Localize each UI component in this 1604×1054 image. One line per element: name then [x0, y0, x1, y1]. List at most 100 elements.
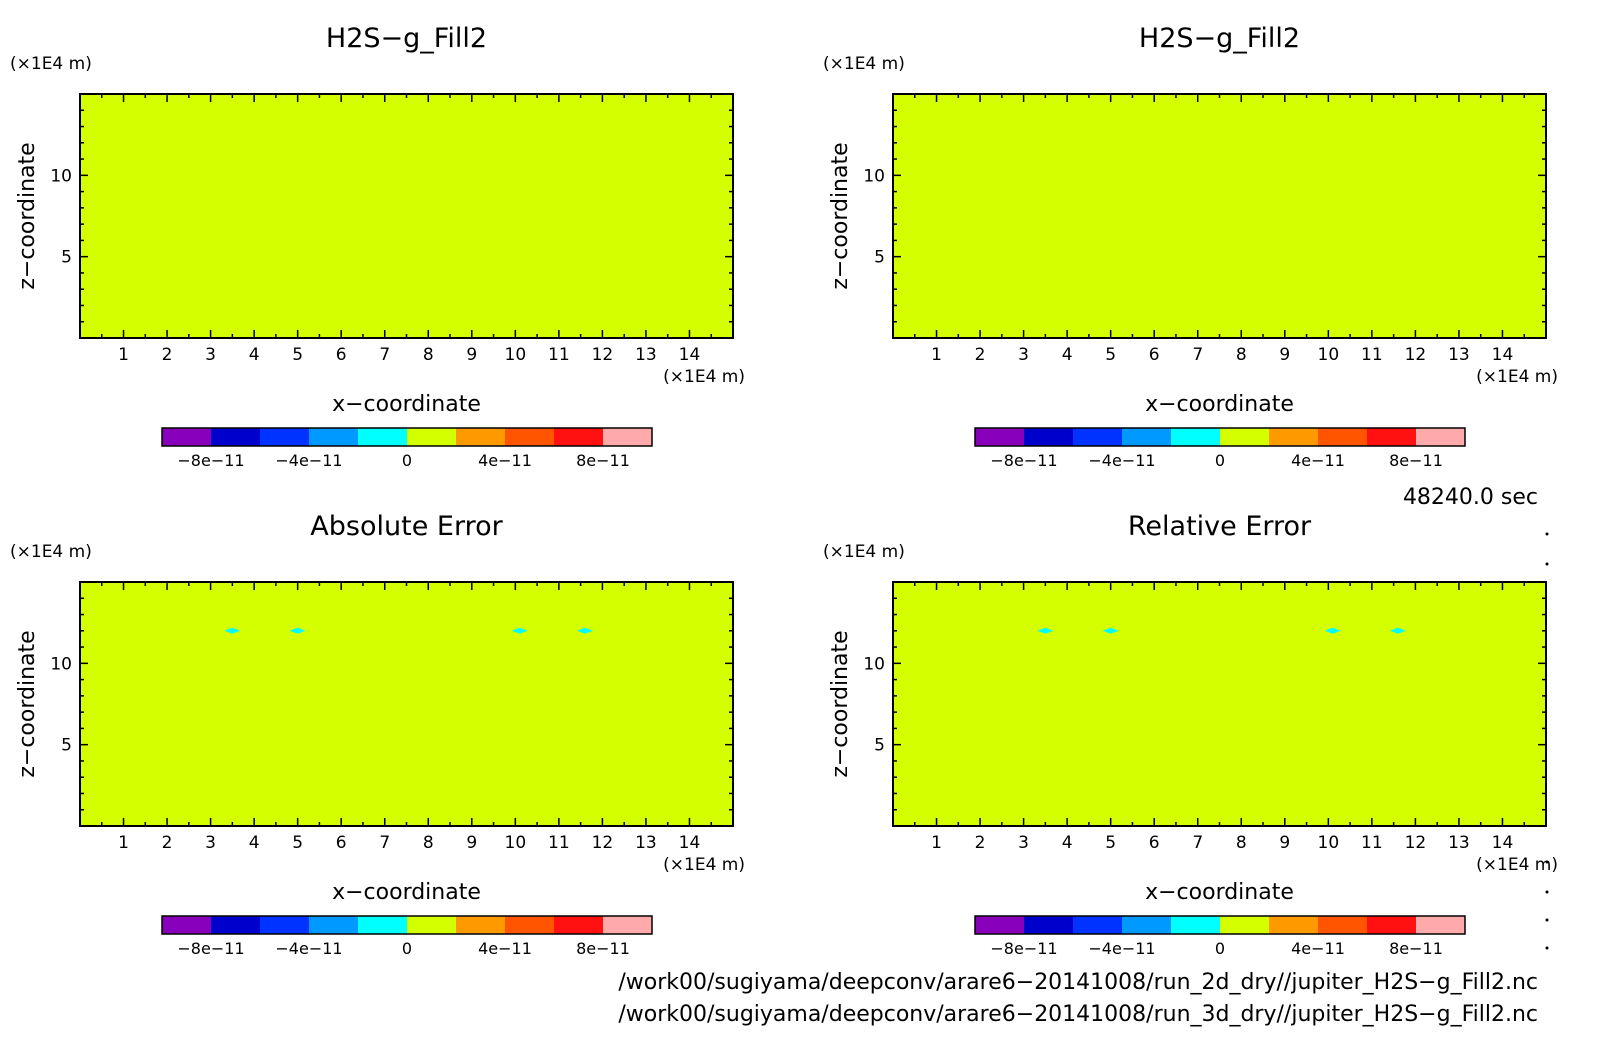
colorbar-segment	[456, 428, 505, 446]
colorbar-label: 4e−11	[1291, 451, 1345, 470]
panel-title: H2S−g_Fill2	[1139, 23, 1300, 54]
colorbar-label: −8e−11	[177, 451, 244, 470]
colorbar-frame	[161, 915, 653, 935]
colorbar-label: −4e−11	[1088, 939, 1155, 958]
y-axis-title: z−coordinate	[15, 142, 40, 289]
colorbar-segment	[603, 428, 652, 446]
colorbar-segment	[975, 916, 1024, 934]
x-tick-label: 11	[1361, 345, 1383, 365]
x-tick-label: 12	[1405, 833, 1427, 853]
x-tick-label: 1	[118, 345, 129, 365]
x-tick-label: 5	[292, 345, 303, 365]
y-axis: 5 10	[863, 581, 1546, 827]
x-unit-label: (×1E4 m)	[1476, 855, 1558, 875]
file-path-2: /work00/sugiyama/deepconv/arare6−2014100…	[618, 1002, 1538, 1027]
colorbar-segment	[1024, 916, 1073, 934]
colorbar-segment	[1318, 916, 1367, 934]
colorbar-label: −8e−11	[177, 939, 244, 958]
anomaly-spot	[224, 627, 241, 634]
edge-dot	[1545, 860, 1549, 864]
x-tick-label: 13	[1448, 345, 1470, 365]
colorbar-segment	[358, 428, 407, 446]
y-axis: 5 10	[50, 581, 733, 827]
x-tick-label: 6	[336, 833, 347, 853]
colorbar-segment	[975, 428, 1024, 446]
colorbar-segment	[1416, 428, 1465, 446]
y-tick-label: 10	[863, 166, 885, 186]
x-tick-label: 10	[505, 833, 527, 853]
x-tick-label: 8	[423, 345, 434, 365]
panel-2: H2S−g_Fill2(×1E4 m)1 2 3 4 5 6 7 8 9 10 11 12 13 1451…	[823, 23, 1558, 470]
x-tick-label: 3	[205, 833, 216, 853]
panel-4: Relative Error(×1E4 m)1 2 3 4 5 6 7 8 9 10 11 12 13 1…	[823, 511, 1558, 958]
x-tick-label: 6	[336, 345, 347, 365]
colorbar-segment	[1269, 428, 1318, 446]
colorbar-segment	[162, 428, 211, 446]
x-axis-title: x−coordinate	[1145, 392, 1294, 417]
colorbar: −8e−11 −4e−11 0 4e−11 8e−11	[161, 915, 653, 958]
x-tick-label: 2	[162, 833, 173, 853]
x-tick-label: 9	[1279, 833, 1290, 853]
colorbar-label: −4e−11	[275, 939, 342, 958]
y-axis-title: z−coordinate	[828, 142, 853, 289]
colorbar-segment	[505, 428, 554, 446]
panel-title: Relative Error	[1128, 511, 1312, 542]
x-axis-title: x−coordinate	[332, 880, 481, 905]
x-tick-label: 3	[1018, 345, 1029, 365]
y-axis: 5 10	[50, 93, 733, 339]
colorbar-segment	[1416, 916, 1465, 934]
colorbar-segment	[1269, 916, 1318, 934]
heatmap-field	[79, 93, 734, 339]
colorbar-label: −4e−11	[1088, 451, 1155, 470]
colorbar-label: 8e−11	[576, 939, 630, 958]
y-axis-title: z−coordinate	[15, 630, 40, 777]
y-axis-title: z−coordinate	[828, 630, 853, 777]
x-tick-label: 10	[505, 345, 527, 365]
x-axis: 1 2 3 4 5 6 7 8 9 10 11 12 13 14	[892, 582, 1547, 853]
colorbar-segment	[1171, 916, 1220, 934]
colorbar: −8e−11 −4e−11 0 4e−11 8e−11	[161, 427, 653, 470]
colorbar-label: 8e−11	[1389, 939, 1443, 958]
y-unit-label: (×1E4 m)	[10, 542, 92, 562]
x-tick-label: 8	[423, 833, 434, 853]
x-tick-label: 13	[1448, 833, 1470, 853]
x-tick-label: 3	[205, 345, 216, 365]
time-label: 48240.0 sec	[1402, 485, 1538, 510]
panel-title: H2S−g_Fill2	[326, 23, 487, 54]
y-tick-label: 5	[874, 248, 885, 268]
y-unit-label: (×1E4 m)	[10, 54, 92, 74]
colorbar-segment	[505, 916, 554, 934]
y-tick-label: 5	[61, 736, 72, 756]
colorbar-segment	[554, 916, 603, 934]
colorbar-segment	[162, 916, 211, 934]
x-tick-label: 10	[1318, 345, 1340, 365]
y-tick-label: 5	[874, 736, 885, 756]
x-axis: 1 2 3 4 5 6 7 8 9 10 11 12 13 14	[79, 94, 734, 365]
colorbar-segment	[1122, 428, 1171, 446]
x-tick-label: 11	[548, 345, 570, 365]
file-path-1: /work00/sugiyama/deepconv/arare6−2014100…	[618, 970, 1538, 995]
x-tick-label: 2	[975, 345, 986, 365]
colorbar-segment	[309, 916, 358, 934]
x-tick-label: 12	[592, 345, 614, 365]
edge-dot	[1545, 890, 1549, 894]
x-tick-label: 9	[466, 345, 477, 365]
colorbar-segment	[1122, 916, 1171, 934]
edge-dot	[1545, 532, 1549, 536]
anomaly-spot	[1324, 627, 1341, 634]
colorbar-segment	[211, 916, 260, 934]
x-tick-label: 11	[548, 833, 570, 853]
colorbar-frame	[161, 427, 653, 447]
x-tick-label: 1	[931, 345, 942, 365]
x-tick-label: 12	[1405, 345, 1427, 365]
colorbar-segment	[407, 428, 456, 446]
y-tick-label: 10	[50, 654, 72, 674]
colorbar-label: −8e−11	[990, 939, 1057, 958]
x-tick-label: 4	[249, 833, 260, 853]
colorbar-segment	[260, 916, 309, 934]
x-axis-title: x−coordinate	[332, 392, 481, 417]
x-tick-label: 8	[1236, 345, 1247, 365]
x-unit-label: (×1E4 m)	[663, 855, 745, 875]
edge-dot	[1545, 946, 1549, 950]
